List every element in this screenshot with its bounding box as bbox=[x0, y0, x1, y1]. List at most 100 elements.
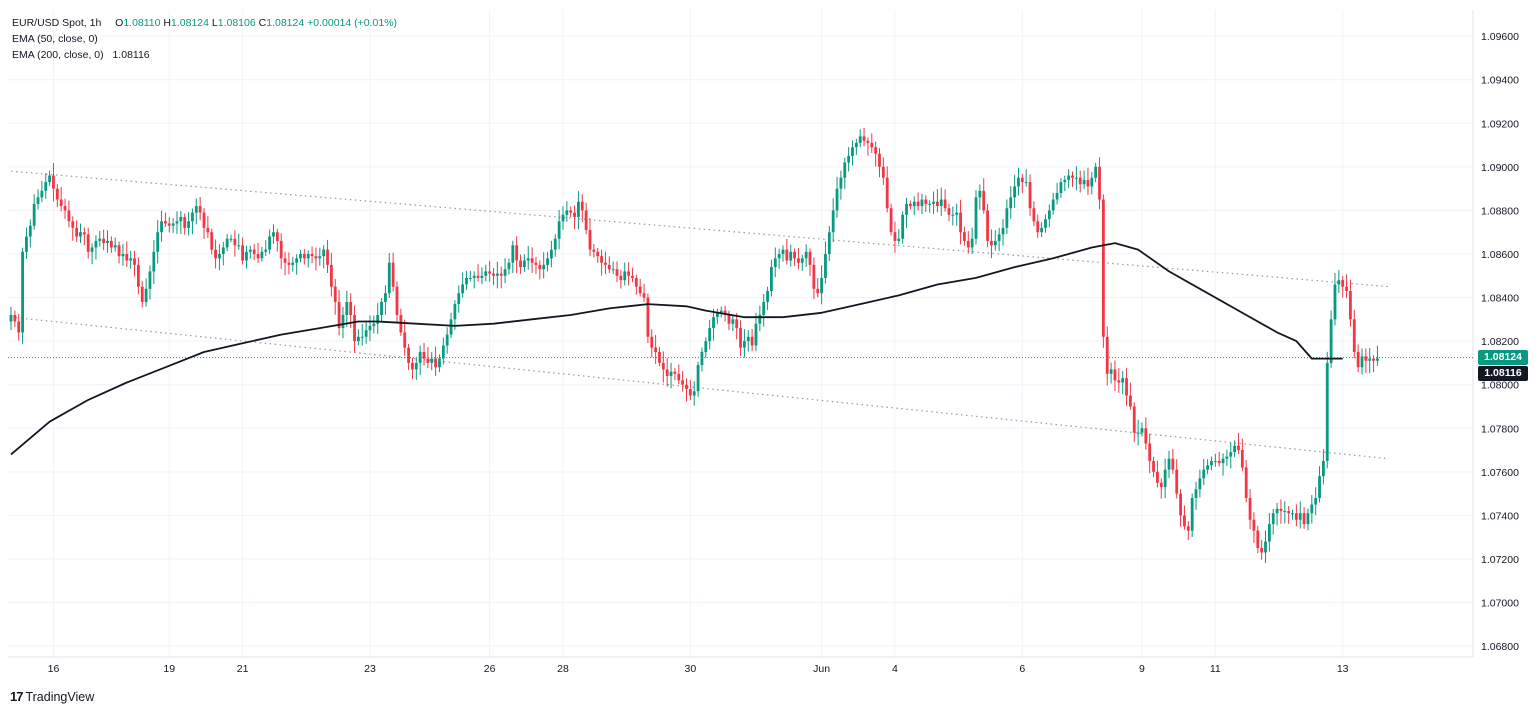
candle-body bbox=[1090, 177, 1094, 187]
time-tick-label: 13 bbox=[1337, 663, 1349, 675]
candle-body bbox=[623, 271, 627, 281]
change-value: +0.00014 (+0.01%) bbox=[307, 17, 398, 29]
candle-body bbox=[538, 264, 542, 270]
candle-body bbox=[1163, 469, 1167, 488]
candle-body bbox=[461, 284, 465, 294]
candle-body bbox=[986, 210, 989, 241]
candle-body bbox=[1001, 227, 1005, 235]
price-axis[interactable]: 1.09600 1.09400 1.09200 1.09000 1.08800 1.086… bbox=[1481, 31, 1519, 653]
candle-body bbox=[584, 210, 588, 231]
channel-line bbox=[10, 316, 1390, 460]
candle-body bbox=[936, 201, 939, 207]
candle-body bbox=[1132, 406, 1136, 433]
candle-body bbox=[916, 201, 920, 207]
candle-body bbox=[1217, 460, 1221, 464]
candle-body bbox=[704, 341, 708, 353]
candle-body bbox=[511, 245, 515, 263]
ema50-row[interactable]: EMA (50, close, 0) bbox=[12, 31, 397, 47]
candle-body bbox=[333, 286, 337, 302]
candle-body bbox=[573, 212, 576, 217]
candle-body bbox=[121, 253, 125, 257]
candle-body bbox=[140, 286, 144, 302]
candle-body bbox=[955, 212, 959, 215]
candle-body bbox=[530, 258, 534, 263]
tradingview-brand[interactable]: 17 TradingView bbox=[10, 689, 94, 704]
candle-body bbox=[1036, 221, 1040, 233]
candle-body bbox=[696, 365, 700, 392]
price-tick-label: 1.09000 bbox=[1481, 162, 1519, 174]
candle-body bbox=[723, 310, 727, 315]
candle-body bbox=[1044, 219, 1047, 228]
candle-body bbox=[79, 232, 82, 237]
candle-body bbox=[391, 262, 395, 287]
symbol-label[interactable]: EUR/USD Spot, 1h bbox=[12, 17, 102, 29]
candle-body bbox=[866, 140, 870, 143]
candle-body bbox=[982, 190, 986, 211]
candle-body bbox=[1020, 177, 1024, 183]
candle-body bbox=[708, 328, 712, 342]
candle-body bbox=[835, 188, 839, 211]
candle-body bbox=[565, 210, 569, 215]
ema50-label: EMA (50, close, 0) bbox=[12, 33, 98, 45]
candle-body bbox=[353, 314, 356, 342]
candle-body bbox=[893, 232, 897, 241]
time-tick-label: 16 bbox=[48, 663, 60, 675]
close-value: 1.08124 bbox=[266, 17, 305, 29]
candle-body bbox=[966, 240, 970, 248]
candle-body bbox=[245, 251, 248, 261]
time-axis[interactable]: 16 19 21 23 26 28 30 Jun 4 6 9 11 13 bbox=[48, 663, 1349, 675]
candle-body bbox=[631, 275, 634, 278]
candle-body bbox=[1372, 358, 1375, 361]
candle-body bbox=[669, 371, 673, 376]
candle-body bbox=[1179, 493, 1182, 516]
candle-body bbox=[1210, 460, 1213, 466]
candle-body bbox=[978, 190, 982, 198]
candle-body bbox=[1186, 526, 1190, 531]
candle-body bbox=[218, 253, 221, 259]
candle-body bbox=[746, 336, 750, 342]
candle-body bbox=[800, 258, 804, 263]
candle-body bbox=[160, 221, 163, 233]
candle-body bbox=[438, 358, 441, 368]
candle-body bbox=[98, 238, 102, 241]
candle-body bbox=[1325, 362, 1329, 461]
candle-body bbox=[604, 262, 607, 265]
candle-body bbox=[550, 249, 553, 259]
candle-body bbox=[1055, 192, 1059, 200]
candle-body bbox=[1183, 515, 1186, 527]
candle-body bbox=[1291, 513, 1294, 515]
candle-body bbox=[1013, 186, 1016, 198]
candle-body bbox=[418, 352, 422, 363]
candle-body bbox=[268, 236, 272, 250]
candle-body bbox=[310, 253, 314, 257]
candle-body bbox=[1009, 197, 1013, 209]
candle-body bbox=[1194, 489, 1198, 498]
candle-body bbox=[380, 301, 383, 315]
candle-body bbox=[113, 245, 117, 248]
candle-body bbox=[816, 288, 820, 294]
candle-body bbox=[241, 245, 244, 261]
candle-body bbox=[299, 253, 302, 259]
price-tick-label: 1.06800 bbox=[1481, 641, 1519, 653]
candle-body bbox=[256, 253, 260, 259]
candle-body bbox=[777, 253, 781, 259]
candle-body bbox=[843, 162, 847, 178]
candle-body bbox=[1221, 458, 1225, 464]
candle-body bbox=[750, 336, 754, 346]
candle-body bbox=[862, 136, 866, 141]
ema200-row[interactable]: EMA (200, close, 0) 1.08116 bbox=[12, 47, 397, 63]
candle-body bbox=[395, 286, 399, 315]
candle-body bbox=[970, 238, 974, 248]
candle-body bbox=[221, 247, 225, 254]
candle-body bbox=[495, 273, 499, 276]
candle-body bbox=[233, 238, 237, 246]
candle-body bbox=[465, 277, 468, 285]
candle-body bbox=[762, 301, 766, 315]
candle-body bbox=[1271, 513, 1275, 525]
candle-body bbox=[86, 234, 90, 252]
time-tick-label: 4 bbox=[892, 663, 898, 675]
candle-body bbox=[1067, 175, 1071, 180]
candle-body bbox=[302, 253, 306, 259]
time-tick-label: Jun bbox=[813, 663, 830, 675]
